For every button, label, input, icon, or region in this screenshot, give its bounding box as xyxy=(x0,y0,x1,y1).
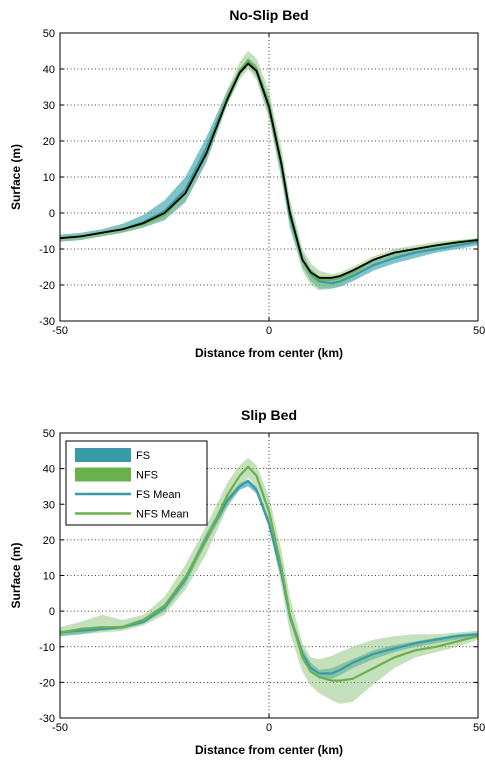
ytick-label: -10 xyxy=(39,244,55,256)
legend-label: NFS xyxy=(136,470,158,482)
xtick-label: 50 xyxy=(473,325,485,337)
y-axis-label: Surface (m) xyxy=(9,144,23,210)
ytick-label: 50 xyxy=(43,428,55,440)
ytick-label: 40 xyxy=(43,464,55,476)
ytick-label: -20 xyxy=(39,280,55,292)
legend-label: NFS Mean xyxy=(136,509,189,521)
band-nfs_band xyxy=(60,51,478,291)
xtick-label: 0 xyxy=(266,722,272,734)
ytick-label: 30 xyxy=(43,100,55,112)
legend: FS NFS FS Mean NFS Mean xyxy=(65,440,208,526)
xtick-label: 0 xyxy=(266,325,272,337)
chart-panel-1: 50 40 30 20 10 0 -10 -20 -30-50 0 50 No-Slip Bed Dis… xyxy=(9,7,485,360)
legend-swatch xyxy=(75,467,131,482)
ytick-label: 20 xyxy=(43,136,55,148)
ytick-label: -30 xyxy=(39,316,55,328)
ytick-label: 0 xyxy=(49,606,55,618)
ytick-label: 10 xyxy=(43,172,55,184)
x-axis-label: Distance from center (km) xyxy=(195,743,343,757)
y-axis-label: Surface (m) xyxy=(9,542,23,608)
ytick-label: 0 xyxy=(49,208,55,220)
ytick-label: 50 xyxy=(43,28,55,40)
legend-swatch xyxy=(75,448,131,462)
grid xyxy=(60,33,478,321)
xtick-label: -50 xyxy=(52,722,68,734)
chart-title: Slip Bed xyxy=(241,407,297,423)
ytick-label: 10 xyxy=(43,571,55,583)
x-axis-label: Distance from center (km) xyxy=(195,346,343,360)
line-ref_black xyxy=(59,62,479,279)
xtick-label: 50 xyxy=(473,722,485,734)
line-nfs_mean xyxy=(59,465,479,682)
chart-panel-2: 50 40 30 20 10 0 -10 -20 -30-50 0 50 Slip Bed Distan… xyxy=(9,407,485,757)
xtick-label: -50 xyxy=(52,325,68,337)
legend-label: FS Mean xyxy=(136,489,181,501)
ytick-label: -10 xyxy=(39,642,55,654)
ytick-label: 30 xyxy=(43,499,55,511)
legend-label: FS xyxy=(136,450,150,462)
band-nfs_band xyxy=(60,457,478,704)
ytick-label: -30 xyxy=(39,713,55,725)
chart-title: No-Slip Bed xyxy=(229,7,308,23)
ytick-label: 40 xyxy=(43,64,55,76)
ytick-label: -20 xyxy=(39,677,55,689)
ytick-label: 20 xyxy=(43,535,55,547)
